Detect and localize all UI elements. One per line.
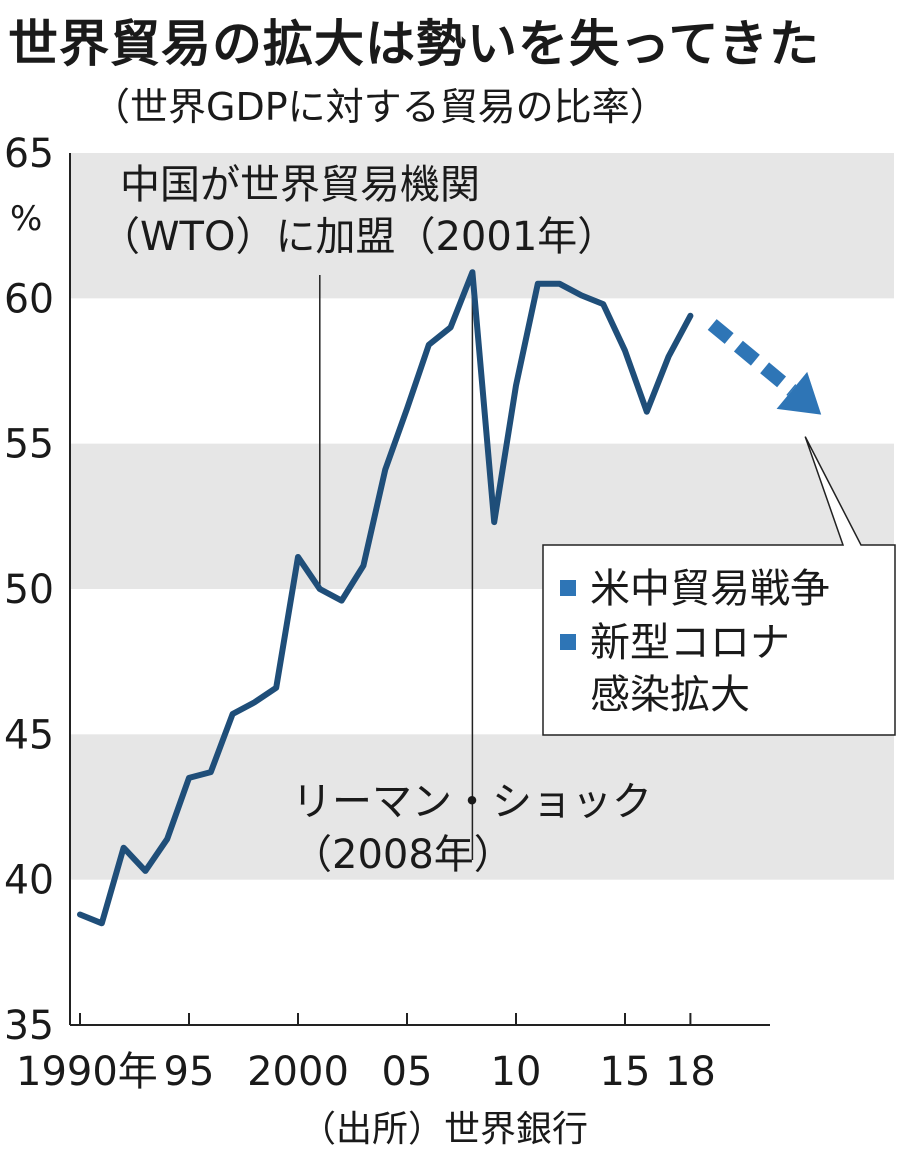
annotation-wto-line2: （WTO）に加盟（2001年） xyxy=(100,214,617,260)
annotations: 中国が世界貿易機関 （WTO）に加盟（2001年） リーマン・ショック （2008年） xyxy=(100,162,652,878)
trade-ratio-line xyxy=(77,269,694,927)
legend-label-trade-war: 米中貿易戦争 xyxy=(590,566,830,612)
x-tick-label: 2000 xyxy=(247,1049,349,1095)
legend-label-covid-line2: 感染拡大 xyxy=(590,672,750,718)
x-tick-label: 15 xyxy=(600,1049,651,1095)
y-tick-label: 50 xyxy=(4,567,54,613)
y-tick-label: 55 xyxy=(4,422,54,468)
x-tick-label: 10 xyxy=(491,1049,542,1095)
annotation-lehman-line1: リーマン・ショック xyxy=(292,779,652,825)
axes xyxy=(69,153,770,1026)
annotation-lehman-line2: （2008年） xyxy=(292,832,514,878)
chart-title: 世界貿易の拡大は勢いを失ってきた xyxy=(8,15,820,73)
y-tick-label: 60 xyxy=(4,276,54,322)
grid-band xyxy=(70,153,894,299)
grid-bands xyxy=(70,153,894,880)
grid-band xyxy=(70,734,894,880)
legend-marker-covid xyxy=(560,634,576,650)
annotation-wto-line1: 中国が世界貿易機関 xyxy=(120,162,480,208)
chart-subtitle: （世界GDPに対する貿易の比率） xyxy=(92,85,668,129)
x-tick-label: 05 xyxy=(382,1049,433,1095)
series-layer xyxy=(77,269,822,927)
y-tick-label: 45 xyxy=(4,712,54,758)
trend-arrow-head xyxy=(776,371,822,415)
x-tick-label: 18 xyxy=(665,1049,716,1095)
y-axis-unit: % xyxy=(10,199,42,239)
y-tick-label: 65 xyxy=(4,131,54,177)
x-tick-label: 95 xyxy=(164,1049,215,1095)
y-tick-label: 35 xyxy=(4,1003,54,1049)
x-tick-label: 1990年 xyxy=(16,1049,158,1095)
trend-arrow-shaft xyxy=(707,319,797,396)
source-note: （出所）世界銀行 xyxy=(300,1109,589,1150)
y-tick-label: 40 xyxy=(4,858,54,904)
legend-label-covid-line1: 新型コロナ xyxy=(590,620,790,666)
legend-marker-trade-war xyxy=(560,580,576,596)
legend-box xyxy=(542,436,896,736)
tick-labels: 65 60 55 50 45 40 35% 1990年 95 2000 05 10 15 18 xyxy=(4,131,716,1095)
